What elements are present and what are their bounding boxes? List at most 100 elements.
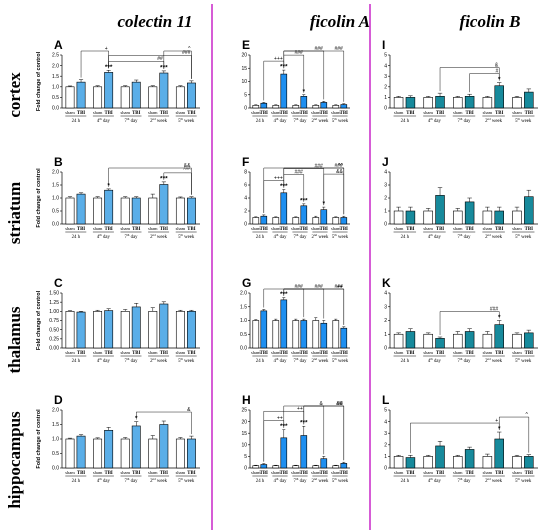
bracket-label: ++ (337, 284, 343, 290)
x-period-label: 5th week (332, 233, 349, 240)
x-label-tbi: TBI (280, 111, 288, 116)
bar-tbi (340, 327, 348, 349)
bar-tbi (320, 102, 328, 109)
y-tick-label: 2.0 (240, 291, 247, 297)
x-label-tbi: TBI (280, 227, 288, 232)
bar-tbi (104, 72, 114, 109)
y-tick-label: 5 (384, 408, 387, 414)
bar-tbi (187, 311, 196, 349)
x-period-label: 2nd week (485, 357, 503, 364)
y-tick-label: 0.5 (52, 209, 59, 215)
x-period-label: 7th day (124, 117, 138, 124)
x-label-sham: sham (120, 470, 130, 475)
x-period-label: 2nd week (485, 233, 503, 240)
significance-star: * (107, 182, 110, 189)
bar-tbi (104, 189, 114, 225)
bar-sham (312, 217, 320, 225)
x-label-sham: sham (453, 470, 463, 475)
significance-bracket (108, 167, 192, 195)
x-label-sham: sham (148, 350, 158, 355)
bar-tbi (494, 324, 504, 349)
x-label-tbi: TBI (436, 111, 444, 116)
significance-star: * (323, 201, 326, 208)
bar-tbi (405, 210, 416, 225)
panel-D: D 0.0 0.5 1.0 1.5 2.0 Fold change of control sh… (36, 393, 200, 484)
bar-tbi (435, 96, 445, 109)
panel-letter: E (242, 38, 250, 52)
bracket-label: & (187, 407, 191, 413)
x-label-sham: sham (512, 110, 522, 115)
x-period-label: 24 h (72, 235, 81, 240)
x-label-tbi: TBI (187, 351, 195, 356)
bar-sham (423, 97, 433, 109)
bar-sham (272, 217, 280, 225)
bar-sham (482, 333, 493, 349)
bar-tbi (260, 464, 268, 469)
x-period-label: 4th day (428, 233, 442, 240)
bar-tbi (280, 192, 288, 225)
bracket-label: ### (334, 163, 343, 169)
x-label-sham: sham (311, 350, 321, 355)
bar-tbi (494, 210, 504, 225)
bar-tbi (405, 331, 416, 349)
x-label-sham: sham (331, 226, 341, 231)
significance-bracket (283, 288, 345, 325)
x-label-tbi: TBI (77, 471, 85, 476)
y-tick-label: 20 (241, 53, 247, 59)
bar-sham (175, 197, 185, 225)
x-label-tbi: TBI (465, 111, 473, 116)
x-period-label: 2nd week (150, 357, 168, 364)
bar-tbi (340, 463, 348, 469)
x-period-label: 4th day (97, 357, 111, 364)
x-label-tbi: TBI (187, 471, 195, 476)
y-tick-label: 4 (384, 63, 387, 69)
x-label-sham: sham (423, 110, 433, 115)
bracket-label: ### (294, 284, 303, 290)
x-label-sham: sham (291, 470, 301, 475)
x-period-label: 4th day (97, 233, 111, 240)
y-tick-label: 0.5 (52, 451, 59, 457)
y-tick-label: 1.0 (52, 196, 59, 202)
bar-tbi (464, 96, 475, 109)
panel-A: A 0.0 0.5 1.0 1.5 2.0 2.5 Fold change of contro… (36, 38, 200, 124)
x-label-tbi: TBI (105, 351, 113, 356)
x-label-tbi: TBI (465, 351, 473, 356)
x-label-sham: sham (512, 226, 522, 231)
x-label-tbi: TBI (525, 351, 533, 356)
bracket-label: ### (314, 163, 323, 169)
bracket-label: ## (337, 401, 343, 407)
significance-star: *** (280, 64, 288, 71)
bar-sham (512, 210, 522, 225)
significance-star: * (498, 76, 501, 83)
y-axis-label: Fold change of control (36, 168, 42, 228)
y-tick-label: 10 (241, 79, 247, 85)
bar-tbi (320, 458, 328, 469)
bracket-label: && (336, 169, 343, 175)
x-period-label: 5th week (332, 117, 349, 124)
x-label-tbi: TBI (187, 111, 195, 116)
bar-sham (148, 86, 158, 109)
bar-sham (252, 217, 260, 225)
x-label-tbi: TBI (260, 351, 268, 356)
bar-sham (453, 333, 463, 349)
y-tick-label: 0.0 (240, 346, 247, 352)
x-label-tbi: TBI (105, 111, 113, 116)
bar-tbi (104, 310, 114, 349)
x-label-sham: sham (120, 226, 130, 231)
x-period-label: 7th day (124, 357, 138, 364)
x-label-tbi: TBI (320, 351, 328, 356)
y-tick-label: 0 (384, 106, 387, 112)
bar-sham (482, 97, 493, 109)
bar-tbi (187, 438, 196, 469)
y-tick-label: 8 (244, 170, 247, 176)
x-label-tbi: TBI (300, 227, 308, 232)
bar-sham (148, 197, 158, 225)
bracket-label: ### (490, 306, 499, 312)
y-tick-label: 1 (384, 209, 387, 215)
y-tick-label: 1.0 (52, 85, 59, 91)
bracket-label: ^^^ (183, 168, 191, 174)
y-tick-label: 0 (384, 466, 387, 472)
y-axis-label: Fold change of control (36, 51, 42, 111)
